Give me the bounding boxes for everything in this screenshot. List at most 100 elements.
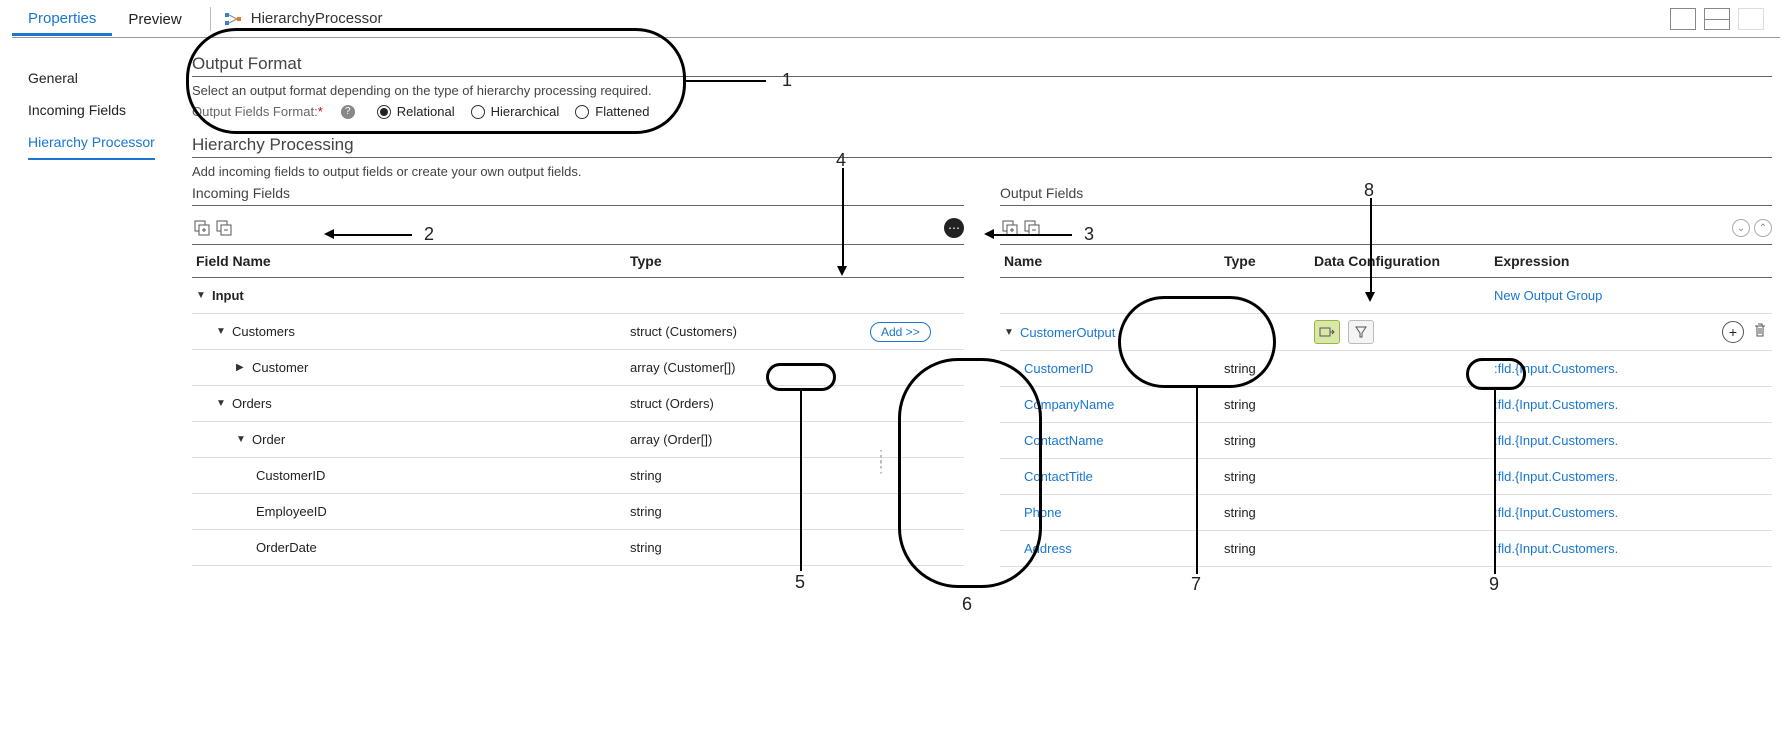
tree-toggle-icon[interactable]: ▼ xyxy=(1004,327,1016,338)
field-type: array (Order[]) xyxy=(630,432,870,447)
field-name: EmployeeID xyxy=(256,504,327,519)
expression-link[interactable]: :fld.{Input.Customers. xyxy=(1494,361,1618,376)
col-dataconfig: Data Configuration xyxy=(1314,253,1494,269)
expression-link[interactable]: :fld.{Input.Customers. xyxy=(1494,505,1618,520)
table-row[interactable]: ▼ Order array (Order[]) xyxy=(192,422,964,458)
field-name: OrderDate xyxy=(256,540,317,555)
output-type: string xyxy=(1224,361,1314,376)
output-type: string xyxy=(1224,541,1314,556)
callout-7: 7 xyxy=(1191,574,1201,595)
filter-icon[interactable] xyxy=(1348,320,1374,344)
output-type: string xyxy=(1224,397,1314,412)
table-row[interactable]: ▼ CustomerOutput + xyxy=(1000,314,1772,351)
field-type: struct (Orders) xyxy=(630,396,870,411)
table-row[interactable]: Phone string :fld.{Input.Customers. xyxy=(1000,495,1772,531)
output-name[interactable]: CustomerID xyxy=(1024,361,1093,376)
field-name: Orders xyxy=(232,396,272,411)
expression-link[interactable]: :fld.{Input.Customers. xyxy=(1494,469,1618,484)
output-format-subtitle: Select an output format depending on the… xyxy=(192,83,1772,98)
output-name[interactable]: Phone xyxy=(1024,505,1062,520)
table-row[interactable]: CustomerID string :fld.{Input.Customers. xyxy=(1000,351,1772,387)
separator xyxy=(210,7,211,31)
expression-link[interactable]: :fld.{Input.Customers. xyxy=(1494,397,1618,412)
table-row[interactable]: Address string :fld.{Input.Customers. xyxy=(1000,531,1772,567)
expand-all-icon[interactable] xyxy=(192,218,214,238)
table-row[interactable]: ▶ Customer array (Customer[]) xyxy=(192,350,964,386)
layout-third-icon[interactable] xyxy=(1738,8,1764,30)
field-type: struct (Customers) xyxy=(630,324,870,339)
hierarchy-title: Hierarchy Processing xyxy=(192,135,1772,155)
output-fields-label: Output Fields xyxy=(1000,185,1772,201)
field-name: Order xyxy=(252,432,285,447)
output-type: string xyxy=(1224,505,1314,520)
tree-toggle-icon[interactable]: ▼ xyxy=(216,398,228,409)
col-type: Type xyxy=(630,253,870,269)
add-button[interactable]: Add >> xyxy=(870,322,931,342)
table-row[interactable]: CompanyName string :fld.{Input.Customers. xyxy=(1000,387,1772,423)
table-row[interactable]: ▼ Orders struct (Orders) xyxy=(192,386,964,422)
collapse-chevron-icon[interactable]: ⌃ xyxy=(1754,219,1772,237)
more-actions-icon[interactable]: ⋯ xyxy=(944,218,964,238)
tab-preview[interactable]: Preview xyxy=(112,3,197,34)
output-name[interactable]: ContactTitle xyxy=(1024,469,1093,484)
table-row[interactable]: ▼ Customers struct (Customers)Add >> xyxy=(192,314,964,350)
output-type: string xyxy=(1224,433,1314,448)
hierarchy-subtitle: Add incoming fields to output fields or … xyxy=(192,164,1772,179)
table-row[interactable]: ContactName string :fld.{Input.Customers. xyxy=(1000,423,1772,459)
radio-flattened[interactable]: Flattened xyxy=(575,104,649,119)
expand-chevron-icon[interactable]: ⌄ xyxy=(1732,219,1750,237)
output-name[interactable]: ContactName xyxy=(1024,433,1103,448)
tree-toggle-icon[interactable]: ▼ xyxy=(196,290,208,301)
output-format-title: Output Format xyxy=(192,54,1772,74)
tree-toggle-icon[interactable]: ▶ xyxy=(236,362,248,373)
col-expression: Expression xyxy=(1494,253,1768,269)
output-name[interactable]: CompanyName xyxy=(1024,397,1114,412)
expand-all-out-icon[interactable] xyxy=(1000,218,1022,238)
radio-hierarchical[interactable]: Hierarchical xyxy=(471,104,560,119)
expression-link[interactable]: :fld.{Input.Customers. xyxy=(1494,541,1618,556)
table-row[interactable]: CustomerID string xyxy=(192,458,964,494)
output-name[interactable]: Address xyxy=(1024,541,1072,556)
table-row[interactable]: OrderDate string xyxy=(192,530,964,566)
incoming-fields-label: Incoming Fields xyxy=(192,185,964,201)
tab-properties[interactable]: Properties xyxy=(12,2,112,36)
callout-9: 9 xyxy=(1489,574,1499,595)
output-type: string xyxy=(1224,469,1314,484)
add-field-icon[interactable]: + xyxy=(1722,321,1744,343)
callout-6: 6 xyxy=(962,594,972,615)
layout-single-icon[interactable] xyxy=(1670,8,1696,30)
col-fieldname: Field Name xyxy=(196,253,630,269)
layout-split-icon[interactable] xyxy=(1704,8,1730,30)
output-name[interactable]: CustomerOutput xyxy=(1020,325,1115,340)
field-name: Customer xyxy=(252,360,308,375)
table-row[interactable]: ▼ Input xyxy=(192,278,964,314)
output-format-label: Output Fields Format:* xyxy=(192,104,323,119)
sidebar-item-general[interactable]: General xyxy=(28,62,188,94)
field-type: string xyxy=(630,540,870,555)
sidebar-item-incoming[interactable]: Incoming Fields xyxy=(28,94,188,126)
field-type: array (Customer[]) xyxy=(630,360,870,375)
tree-toggle-icon[interactable]: ▼ xyxy=(236,434,248,445)
collapse-all-icon[interactable] xyxy=(214,218,236,238)
table-row[interactable]: EmployeeID string xyxy=(192,494,964,530)
expression-link[interactable]: :fld.{Input.Customers. xyxy=(1494,433,1618,448)
sidebar-item-hierarchy[interactable]: Hierarchy Processor xyxy=(28,126,155,160)
col-type-out: Type xyxy=(1224,253,1314,269)
field-name: Input xyxy=(212,288,244,303)
processor-icon xyxy=(223,10,243,28)
new-output-group-link[interactable]: New Output Group xyxy=(1494,288,1602,303)
field-type: string xyxy=(630,504,870,519)
collapse-all-out-icon[interactable] xyxy=(1022,218,1044,238)
radio-relational[interactable]: Relational xyxy=(377,104,455,119)
col-name-out: Name xyxy=(1004,253,1224,269)
delete-icon[interactable] xyxy=(1752,321,1768,343)
field-name: Customers xyxy=(232,324,295,339)
callout-5: 5 xyxy=(795,572,805,593)
table-row[interactable]: ContactTitle string :fld.{Input.Customers. xyxy=(1000,459,1772,495)
field-name: CustomerID xyxy=(256,468,325,483)
processor-name: HierarchyProcessor xyxy=(251,10,383,27)
help-icon[interactable]: ? xyxy=(341,105,355,119)
tree-toggle-icon[interactable]: ▼ xyxy=(216,326,228,337)
datasource-icon[interactable] xyxy=(1314,320,1340,344)
field-type: string xyxy=(630,468,870,483)
